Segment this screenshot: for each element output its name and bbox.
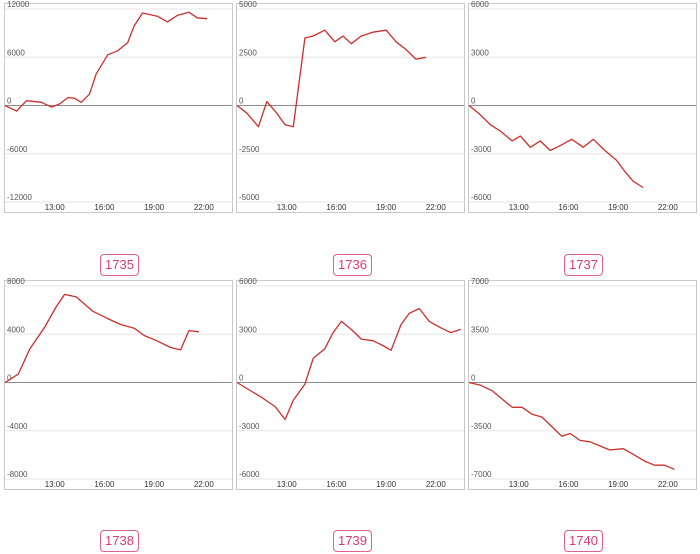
chart-frame: 8000 4000 0 -4000 -8000 13:00 16:00 19:00 22:00: [4, 277, 233, 490]
x-tick-label: 19:00: [376, 203, 397, 212]
x-tick-label: 16:00: [558, 480, 579, 489]
y-tick-label: 0: [239, 374, 244, 383]
chart-panel-1738: 8000 4000 0 -4000 -8000 13:00 16:00 19:00 22:00: [4, 277, 233, 520]
y-tick-label: 0: [239, 97, 244, 106]
x-tick-label: 22:00: [426, 480, 447, 489]
x-tick-label: 22:00: [194, 203, 215, 212]
series-line: [236, 29, 427, 128]
x-tick-label: 13:00: [509, 203, 530, 212]
x-tick-label: 13:00: [45, 480, 66, 489]
x-tick-label: 22:00: [658, 203, 679, 212]
y-tick-label: 6000: [7, 48, 25, 57]
y-tick-label: 2500: [239, 48, 257, 57]
chart-label-1735: 1735: [100, 254, 139, 276]
y-tick-label: -6000: [471, 193, 492, 202]
y-tick-label: -3000: [471, 145, 492, 154]
x-tick-label: 13:00: [277, 203, 298, 212]
line-chart-1739: 6000 3000 0 -3000 -6000 13:00 16:00 19:00 22:00: [236, 277, 464, 489]
y-tick-label: 0: [7, 97, 12, 106]
series-line: [4, 11, 208, 112]
y-tick-label: -4000: [7, 422, 28, 431]
chart-label-1738: 1738: [100, 530, 139, 552]
x-tick-label: 16:00: [326, 203, 347, 212]
y-tick-label: 0: [471, 97, 476, 106]
x-tick-label: 16:00: [558, 203, 579, 212]
y-tick-label: 7000: [471, 277, 489, 286]
y-tick-label: -5000: [239, 193, 260, 202]
y-tick-label: -3500: [471, 422, 492, 431]
x-tick-label: 22:00: [426, 203, 447, 212]
line-chart-1735: 12000 6000 0 -6000 -12000 13:00 16:00 19:00 22:0…: [4, 0, 232, 212]
x-tick-label: 13:00: [277, 480, 298, 489]
x-tick-label: 13:00: [509, 480, 530, 489]
line-chart-1738: 8000 4000 0 -4000 -8000 13:00 16:00 19:00 22:00: [4, 277, 232, 489]
chart-panel-1740: 7000 3500 0 -3500 -7000 13:00 16:00 19:00 22:00: [468, 277, 697, 520]
y-tick-label: -7000: [471, 470, 492, 479]
x-tick-label: 16:00: [94, 203, 115, 212]
x-tick-label: 19:00: [608, 203, 629, 212]
y-tick-label: -3000: [239, 422, 260, 431]
y-tick-label: 12000: [7, 0, 30, 9]
y-tick-label: 3500: [471, 325, 489, 334]
series-line: [468, 104, 644, 189]
series-line: [236, 307, 461, 421]
line-chart-1737: 6000 3000 0 -3000 -6000 13:00 16:00 19:00 22:00: [468, 0, 696, 212]
chart-panel-1739: 6000 3000 0 -3000 -6000 13:00 16:00 19:00 22:00: [236, 277, 465, 520]
y-tick-label: 3000: [239, 325, 257, 334]
x-tick-label: 19:00: [608, 480, 629, 489]
x-tick-label: 19:00: [144, 480, 165, 489]
y-tick-label: 0: [7, 374, 12, 383]
y-tick-label: -6000: [239, 470, 260, 479]
y-tick-label: -12000: [7, 193, 32, 202]
series-line: [4, 293, 199, 384]
chart-panel-1735: 12000 6000 0 -6000 -12000 13:00 16:00 19:00 22:0…: [4, 0, 233, 243]
x-tick-label: 22:00: [194, 480, 215, 489]
chart-frame: 5000 2500 0 -2500 -5000 13:00 16:00 19:00 22:00: [236, 0, 465, 213]
x-tick-label: 19:00: [376, 480, 397, 489]
series-line: [468, 381, 675, 470]
x-tick-label: 16:00: [326, 480, 347, 489]
y-tick-label: 8000: [7, 277, 25, 286]
x-tick-label: 13:00: [45, 203, 66, 212]
y-tick-label: 6000: [239, 277, 257, 286]
line-chart-1740: 7000 3500 0 -3500 -7000 13:00 16:00 19:00 22:00: [468, 277, 696, 489]
chart-panel-1736: 5000 2500 0 -2500 -5000 13:00 16:00 19:00 22:00: [236, 0, 465, 243]
chart-label-1739: 1739: [333, 530, 372, 552]
line-chart-1736: 5000 2500 0 -2500 -5000 13:00 16:00 19:00 22:00: [236, 0, 464, 212]
y-tick-label: 5000: [239, 0, 257, 9]
y-tick-label: 3000: [471, 48, 489, 57]
y-tick-label: -6000: [7, 145, 28, 154]
y-tick-label: 0: [471, 374, 476, 383]
chart-panel-1737: 6000 3000 0 -3000 -6000 13:00 16:00 19:00 22:00: [468, 0, 697, 243]
chart-frame: 6000 3000 0 -3000 -6000 13:00 16:00 19:00 22:00: [468, 0, 697, 213]
y-tick-label: 4000: [7, 325, 25, 334]
chart-frame: 7000 3500 0 -3500 -7000 13:00 16:00 19:00 22:00: [468, 277, 697, 490]
y-tick-label: -8000: [7, 470, 28, 479]
x-tick-label: 19:00: [144, 203, 165, 212]
y-tick-label: 6000: [471, 0, 489, 9]
chart-label-1737: 1737: [564, 254, 603, 276]
chart-label-1736: 1736: [333, 254, 372, 276]
x-tick-label: 16:00: [94, 480, 115, 489]
chart-label-1740: 1740: [564, 530, 603, 552]
chart-frame: 6000 3000 0 -3000 -6000 13:00 16:00 19:00 22:00: [236, 277, 465, 490]
y-tick-label: -2500: [239, 145, 260, 154]
chart-frame: 12000 6000 0 -6000 -12000 13:00 16:00 19:00 22:0…: [4, 0, 233, 213]
x-tick-label: 22:00: [658, 480, 679, 489]
